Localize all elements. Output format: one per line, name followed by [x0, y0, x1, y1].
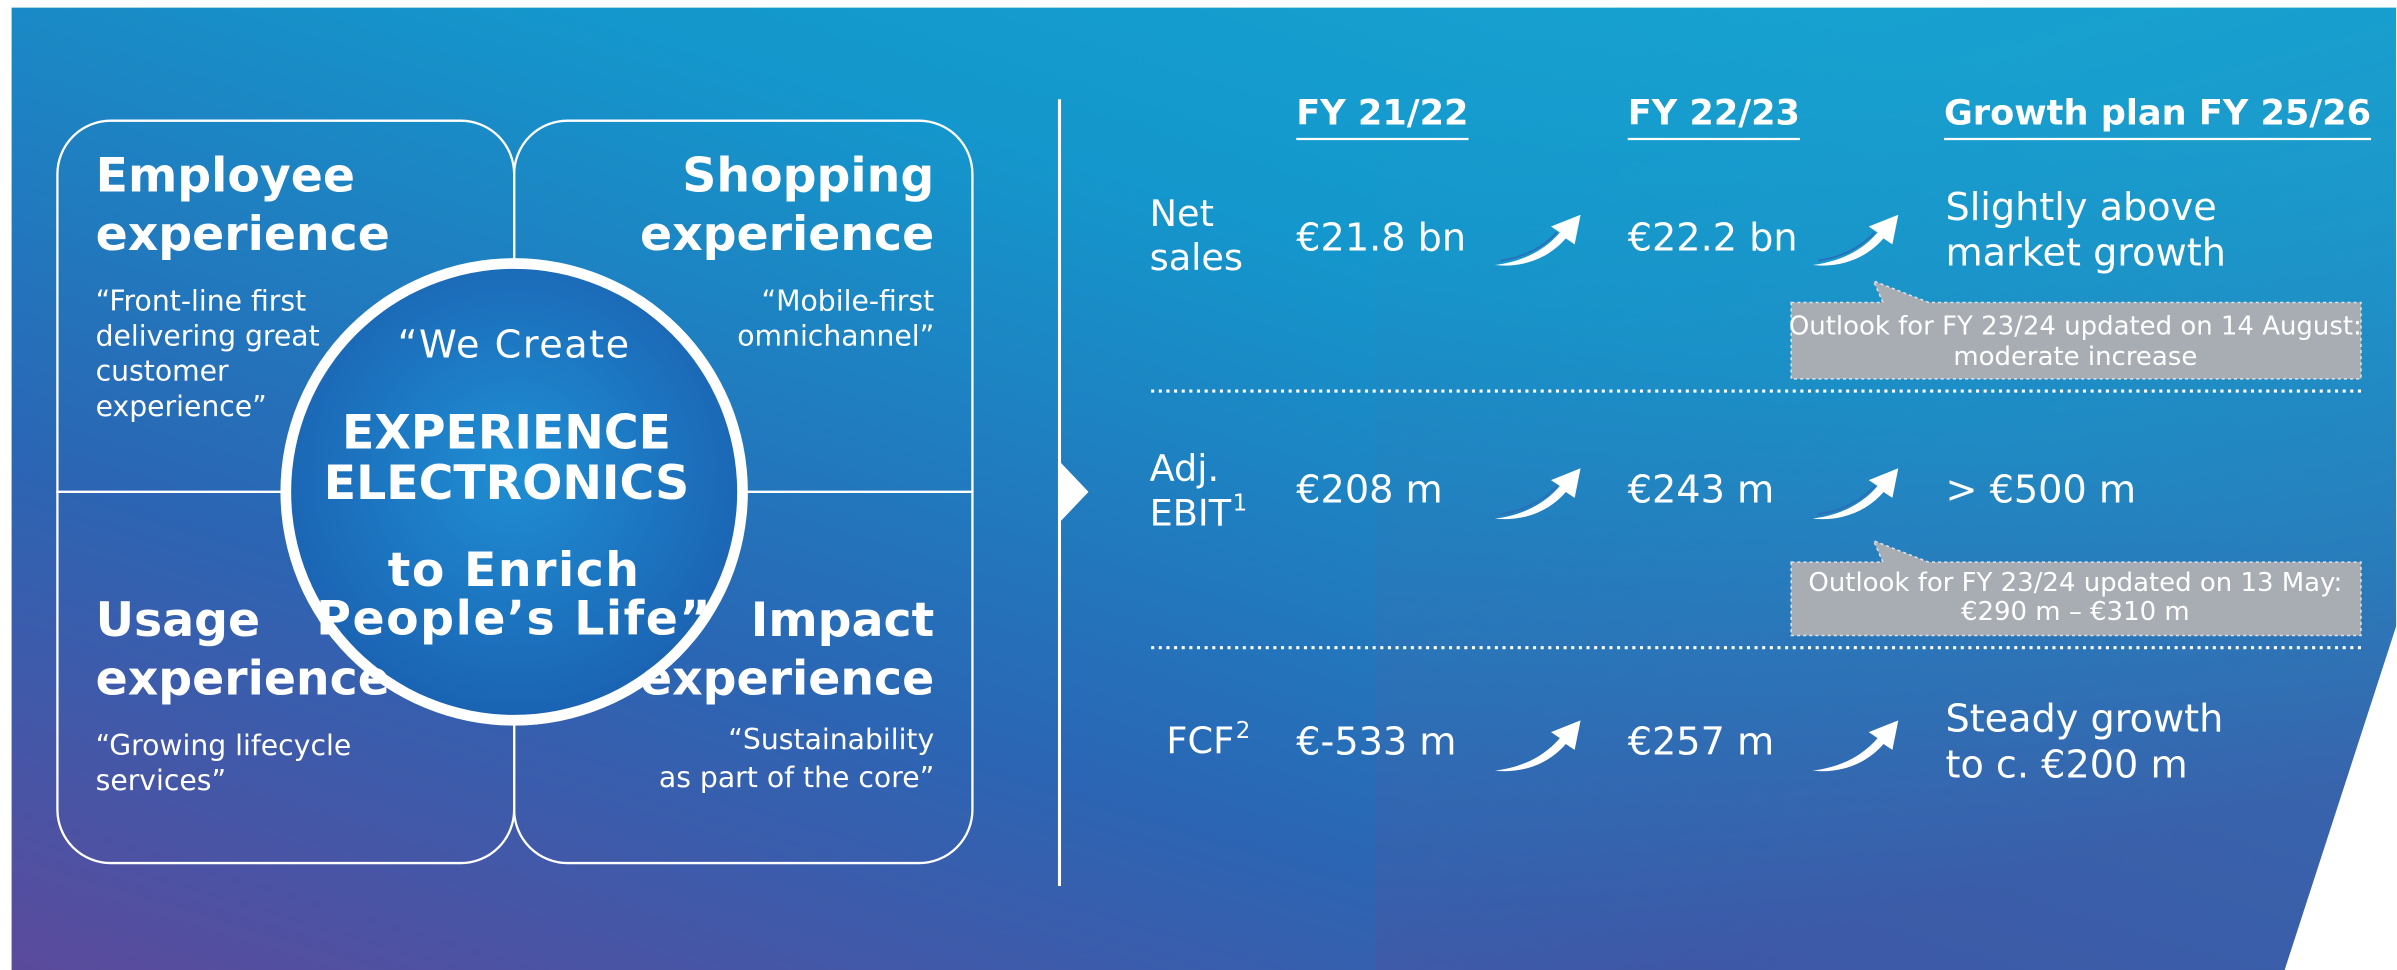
column-header: FY 22/23 [1628, 93, 1800, 134]
plan-text: Slightly above [1945, 186, 2216, 230]
center-main: EXPERIENCE [342, 405, 671, 460]
center-bottom: to Enrich [388, 543, 641, 598]
quadrant-quote: delivering great [96, 320, 320, 353]
quadrant-title: Impact [751, 593, 934, 648]
column-header: FY 21/22 [1296, 93, 1468, 134]
row-value: €257 m [1628, 720, 1774, 764]
outlook-note: Outlook for FY 23/24 updated on 14 Augus… [1789, 311, 2362, 341]
quadrants [56, 119, 974, 865]
quadrant-quote: “Mobile-first [762, 284, 935, 317]
quadrant-quote: as part of the core” [659, 761, 934, 794]
outlook-note: Outlook for FY 23/24 updated on 13 May: [1808, 568, 2342, 598]
quadrant-quote: “Front-line first [96, 284, 307, 317]
column-header: Growth plan FY 25/26 [1944, 93, 2371, 134]
quadrant-frame [56, 490, 516, 865]
quadrant-title: Usage [96, 593, 261, 648]
quadrant-quote: experience” [96, 390, 267, 423]
quadrant-quote: services” [96, 764, 227, 797]
quadrant-frame [56, 119, 516, 494]
row-value: €208 m [1296, 468, 1442, 512]
outlook-boxes [1790, 279, 2362, 637]
row-value: €243 m [1628, 468, 1774, 512]
center-bottom: People’s Life” [316, 592, 712, 647]
quadrant-title: experience [96, 207, 390, 262]
quadrant-title: Employee [96, 149, 355, 204]
quadrant-title: experience [640, 651, 934, 706]
quadrant-frame [513, 119, 974, 494]
plan-text: Steady growth [1945, 698, 2223, 742]
outlook-note: moderate increase [1953, 342, 2197, 372]
quadrant-title: Shopping [682, 149, 934, 204]
quadrant-frame [513, 490, 974, 865]
row-label: Adj. [1150, 447, 1220, 490]
center-disc [291, 268, 738, 715]
row-value: €21.8 bn [1296, 216, 1466, 260]
center-main: ELECTRONICS [324, 456, 690, 511]
center-top: “We Create [398, 323, 631, 367]
outlook-box [1790, 539, 2362, 637]
quadrant-title: experience [640, 207, 934, 262]
quadrant-quote: “Sustainability [728, 723, 934, 756]
outlook-note: €290 m – €310 m [1961, 597, 2190, 627]
plan-text: > €500 m [1945, 468, 2136, 512]
row-value: €-533 m [1296, 720, 1456, 764]
row-label: EBIT [1150, 491, 1232, 534]
row-label: Net [1150, 192, 1214, 235]
outlook-box [1790, 279, 2362, 380]
footnote-mark: 1 [1233, 491, 1248, 517]
quadrant-quote: omnichannel” [737, 320, 934, 353]
row-value: €22.2 bn [1628, 216, 1798, 260]
quadrant-quote: customer [96, 355, 229, 388]
divider-pointer [1059, 461, 1089, 523]
plan-text: to c. €200 m [1945, 743, 2187, 787]
quadrant-quote: “Growing lifecycle [96, 729, 352, 762]
row-label: FCF [1166, 719, 1234, 762]
quadrant-title: experience [96, 651, 390, 706]
plan-text: market growth [1945, 232, 2225, 276]
row-label: sales [1150, 236, 1243, 279]
footnote-mark: 2 [1236, 718, 1251, 744]
